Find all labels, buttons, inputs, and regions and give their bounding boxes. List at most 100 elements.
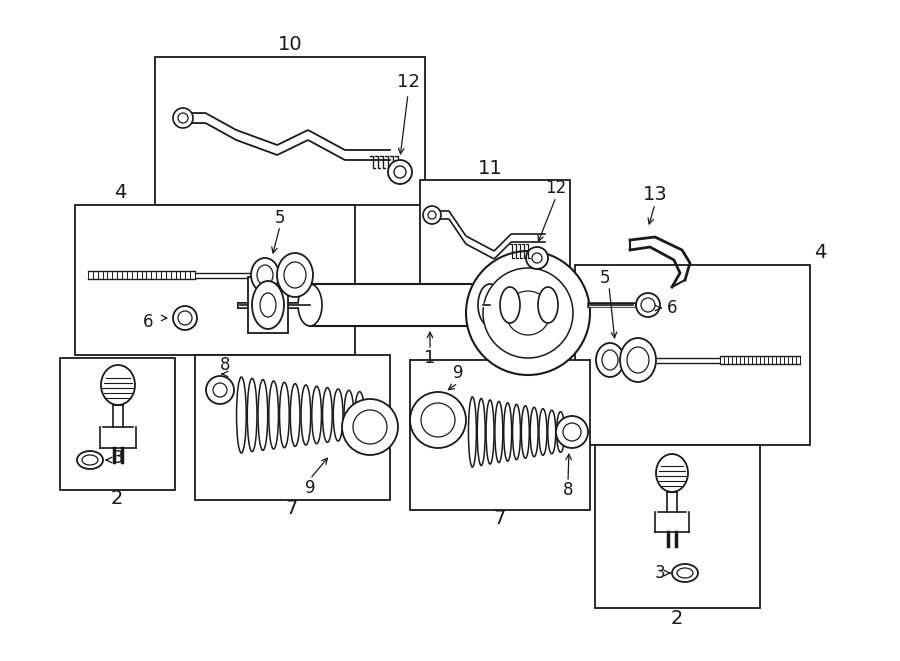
Bar (420, 180, 570, 295)
Circle shape (421, 403, 455, 437)
Ellipse shape (672, 564, 698, 582)
Circle shape (353, 410, 387, 444)
Ellipse shape (504, 403, 511, 461)
Text: 5: 5 (599, 269, 610, 287)
Ellipse shape (556, 412, 564, 452)
Ellipse shape (355, 391, 365, 438)
Bar (595, 445, 760, 608)
Bar (667, 492, 677, 512)
Text: 3: 3 (654, 564, 665, 582)
Circle shape (178, 113, 188, 123)
Ellipse shape (280, 382, 289, 447)
Text: 4: 4 (814, 243, 826, 262)
Text: 10: 10 (278, 36, 302, 54)
Bar (248, 277, 288, 333)
Text: 2: 2 (111, 488, 123, 508)
Circle shape (423, 206, 441, 224)
Ellipse shape (277, 253, 313, 297)
Ellipse shape (251, 258, 279, 292)
Text: 6: 6 (143, 313, 153, 331)
Text: 7: 7 (286, 498, 298, 518)
Text: 9: 9 (305, 479, 315, 497)
Ellipse shape (677, 568, 693, 578)
Ellipse shape (539, 408, 547, 455)
Ellipse shape (641, 298, 655, 312)
Circle shape (556, 416, 588, 448)
Bar (195, 355, 390, 500)
Ellipse shape (596, 343, 624, 377)
Ellipse shape (284, 262, 306, 288)
Ellipse shape (248, 378, 257, 451)
Text: 5: 5 (274, 209, 285, 227)
Ellipse shape (530, 407, 538, 457)
Text: 8: 8 (220, 356, 230, 374)
Ellipse shape (298, 284, 322, 326)
Circle shape (388, 160, 412, 184)
Ellipse shape (260, 293, 276, 317)
Circle shape (563, 423, 581, 441)
Bar (113, 405, 123, 427)
Circle shape (428, 211, 436, 219)
Ellipse shape (322, 387, 332, 442)
Bar (310, 284, 490, 326)
Circle shape (342, 399, 398, 455)
Ellipse shape (291, 383, 300, 446)
Circle shape (173, 108, 193, 128)
Text: 6: 6 (667, 299, 677, 317)
Ellipse shape (512, 405, 520, 459)
Circle shape (526, 247, 548, 269)
Ellipse shape (538, 287, 558, 323)
Text: 9: 9 (453, 364, 464, 382)
Ellipse shape (656, 454, 688, 492)
Circle shape (206, 376, 234, 404)
Text: 2: 2 (670, 609, 683, 627)
Text: 11: 11 (478, 159, 502, 178)
Bar (410, 360, 590, 510)
Ellipse shape (173, 306, 197, 330)
Ellipse shape (258, 379, 267, 450)
Ellipse shape (269, 381, 278, 449)
Circle shape (506, 291, 550, 335)
Circle shape (483, 268, 573, 358)
Bar (75, 205, 355, 355)
Text: 13: 13 (643, 186, 668, 204)
Ellipse shape (548, 410, 555, 453)
Circle shape (213, 383, 227, 397)
Bar (155, 57, 425, 205)
Ellipse shape (486, 400, 494, 464)
Text: 3: 3 (112, 449, 123, 467)
Text: 7: 7 (494, 508, 506, 527)
Ellipse shape (333, 389, 343, 441)
Ellipse shape (468, 397, 476, 467)
Bar (60, 358, 175, 490)
Ellipse shape (301, 385, 310, 445)
Text: 12: 12 (545, 179, 567, 197)
Ellipse shape (636, 293, 660, 317)
Ellipse shape (495, 401, 503, 463)
Circle shape (466, 251, 590, 375)
Ellipse shape (627, 347, 649, 373)
Ellipse shape (521, 406, 529, 458)
Ellipse shape (101, 365, 135, 405)
Ellipse shape (237, 377, 247, 453)
Ellipse shape (77, 451, 103, 469)
Ellipse shape (344, 390, 354, 440)
Text: 8: 8 (562, 481, 573, 499)
Circle shape (394, 166, 406, 178)
Text: 4: 4 (113, 184, 126, 202)
Text: 12: 12 (397, 73, 419, 91)
Ellipse shape (500, 287, 520, 323)
Ellipse shape (82, 455, 98, 465)
Bar (575, 265, 810, 445)
Ellipse shape (478, 284, 502, 326)
Text: 1: 1 (424, 349, 436, 367)
Ellipse shape (477, 399, 485, 465)
Ellipse shape (620, 338, 656, 382)
Ellipse shape (252, 281, 284, 329)
Circle shape (532, 253, 542, 263)
Ellipse shape (602, 350, 618, 370)
Ellipse shape (257, 265, 273, 285)
Ellipse shape (178, 311, 192, 325)
Circle shape (410, 392, 466, 448)
Ellipse shape (311, 386, 321, 444)
